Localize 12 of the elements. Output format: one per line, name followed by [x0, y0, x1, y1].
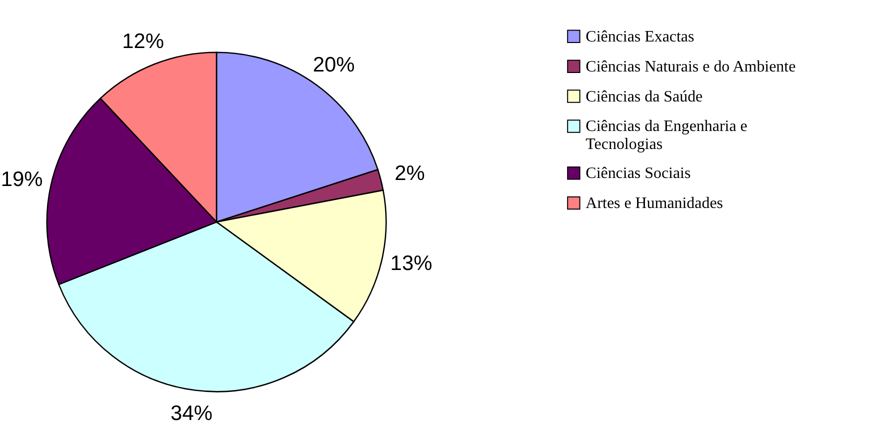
data-label: 13%	[390, 252, 432, 276]
data-label: 19%	[0, 168, 43, 191]
data-label: 2%	[394, 162, 425, 185]
data-label: 34%	[170, 402, 212, 426]
legend-label: Ciências Exactas	[586, 28, 694, 46]
legend-label: Ciências da Engenharia e Tecnologias	[586, 118, 748, 154]
legend-label: Ciências da Saúde	[586, 88, 703, 106]
legend-label: Ciências Naturais e do Ambiente	[586, 58, 796, 76]
legend-label: Ciências Sociais	[586, 165, 691, 182]
data-label: 12%	[122, 30, 164, 54]
legend-label: Artes e Humanidades	[586, 195, 724, 212]
data-label: 20%	[312, 53, 355, 76]
